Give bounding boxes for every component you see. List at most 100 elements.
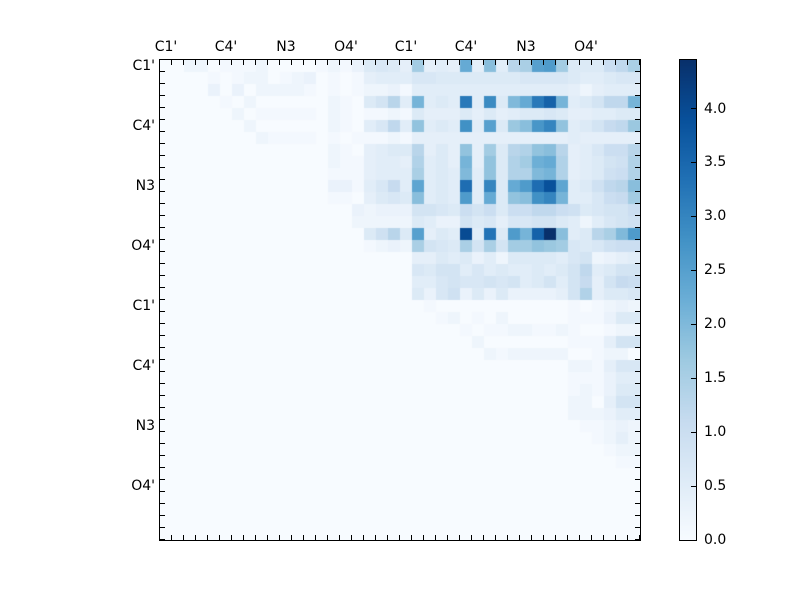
axis-tick (231, 535, 232, 540)
axis-tick (591, 535, 592, 540)
colorbar-tick (691, 377, 696, 379)
colorbar-tick-label: 0.0 (704, 532, 727, 548)
axis-tick (635, 119, 640, 120)
axis-tick (160, 203, 165, 204)
axis-tick (375, 535, 376, 540)
axis-tick (160, 443, 165, 444)
y-tick-label: C1' (132, 298, 155, 314)
axis-tick (635, 467, 640, 468)
axis-tick (351, 60, 352, 65)
heatmap-cells (160, 60, 640, 540)
axis-tick (635, 95, 640, 96)
axis-tick (291, 535, 292, 540)
axis-tick (635, 155, 640, 156)
axis-tick (160, 479, 165, 480)
axis-tick (160, 419, 165, 420)
y-tick-label: C4' (132, 358, 155, 374)
axis-tick (483, 60, 484, 65)
axis-tick (160, 239, 165, 240)
axis-tick (635, 107, 640, 108)
axis-tick (160, 455, 165, 456)
axis-tick (615, 60, 616, 65)
axis-tick (635, 203, 640, 204)
axis-tick (567, 60, 568, 65)
axis-tick (160, 407, 165, 408)
axis-tick (471, 60, 472, 65)
axis-tick (327, 60, 328, 65)
axis-tick (411, 535, 412, 540)
colorbar-tick-label: 4.0 (704, 100, 727, 117)
axis-tick (351, 535, 352, 540)
axis-tick (635, 143, 640, 144)
axis-tick (267, 535, 268, 540)
axis-tick (635, 215, 640, 216)
axis-tick (471, 535, 472, 540)
axis-tick (635, 539, 640, 540)
colorbar-tick (691, 108, 696, 110)
axis-tick (160, 347, 165, 348)
axis-tick (327, 535, 328, 540)
axis-tick (459, 60, 460, 65)
colorbar-tick-label: 0.5 (704, 478, 727, 495)
axis-tick (635, 491, 640, 492)
axis-tick (363, 60, 364, 65)
axis-tick (219, 60, 220, 65)
y-tick-label: O4' (131, 478, 155, 494)
axis-tick (555, 535, 556, 540)
axis-tick (411, 60, 412, 65)
axis-tick (160, 179, 165, 180)
axis-tick (387, 60, 388, 65)
axis-tick (635, 131, 640, 132)
axis-tick (635, 323, 640, 324)
axis-tick (160, 539, 165, 540)
axis-tick (507, 535, 508, 540)
axis-tick (183, 535, 184, 540)
colorbar-tick-label: 3.5 (704, 154, 727, 171)
axis-tick (160, 71, 165, 72)
axis-tick (160, 431, 165, 432)
axis-tick (303, 535, 304, 540)
axis-tick (267, 60, 268, 65)
axis-tick (160, 215, 165, 216)
axis-tick (519, 535, 520, 540)
x-tick-label: O4' (574, 39, 598, 55)
axis-tick (635, 479, 640, 480)
axis-tick (603, 535, 604, 540)
axis-tick (423, 60, 424, 65)
axis-tick (160, 191, 165, 192)
axis-tick (195, 60, 196, 65)
axis-tick (635, 59, 640, 60)
heatmap-plot-area (160, 60, 640, 540)
colorbar-tick (691, 431, 696, 433)
axis-tick (635, 191, 640, 192)
axis-tick (567, 535, 568, 540)
axis-tick (639, 60, 640, 65)
axis-tick (543, 535, 544, 540)
axis-tick (160, 371, 165, 372)
axis-tick (160, 395, 165, 396)
axis-tick (591, 60, 592, 65)
axis-tick (219, 535, 220, 540)
axis-tick (635, 371, 640, 372)
axis-tick (399, 535, 400, 540)
axis-tick (459, 535, 460, 540)
axis-tick (435, 60, 436, 65)
colorbar-tick-label: 2.0 (704, 316, 727, 333)
axis-tick (635, 227, 640, 228)
axis-tick (243, 535, 244, 540)
axis-tick (195, 535, 196, 540)
colorbar-tick (691, 323, 696, 325)
axis-tick (171, 535, 172, 540)
x-tick-label: C4' (454, 39, 478, 55)
x-tick-label: N3 (516, 39, 536, 55)
axis-tick (160, 95, 165, 96)
axis-tick (160, 383, 165, 384)
axis-tick (315, 535, 316, 540)
axis-tick (635, 239, 640, 240)
axis-tick (339, 60, 340, 65)
axis-tick (160, 359, 165, 360)
axis-tick (519, 60, 520, 65)
axis-tick (160, 167, 165, 168)
axis-tick (207, 60, 208, 65)
axis-tick (303, 60, 304, 65)
